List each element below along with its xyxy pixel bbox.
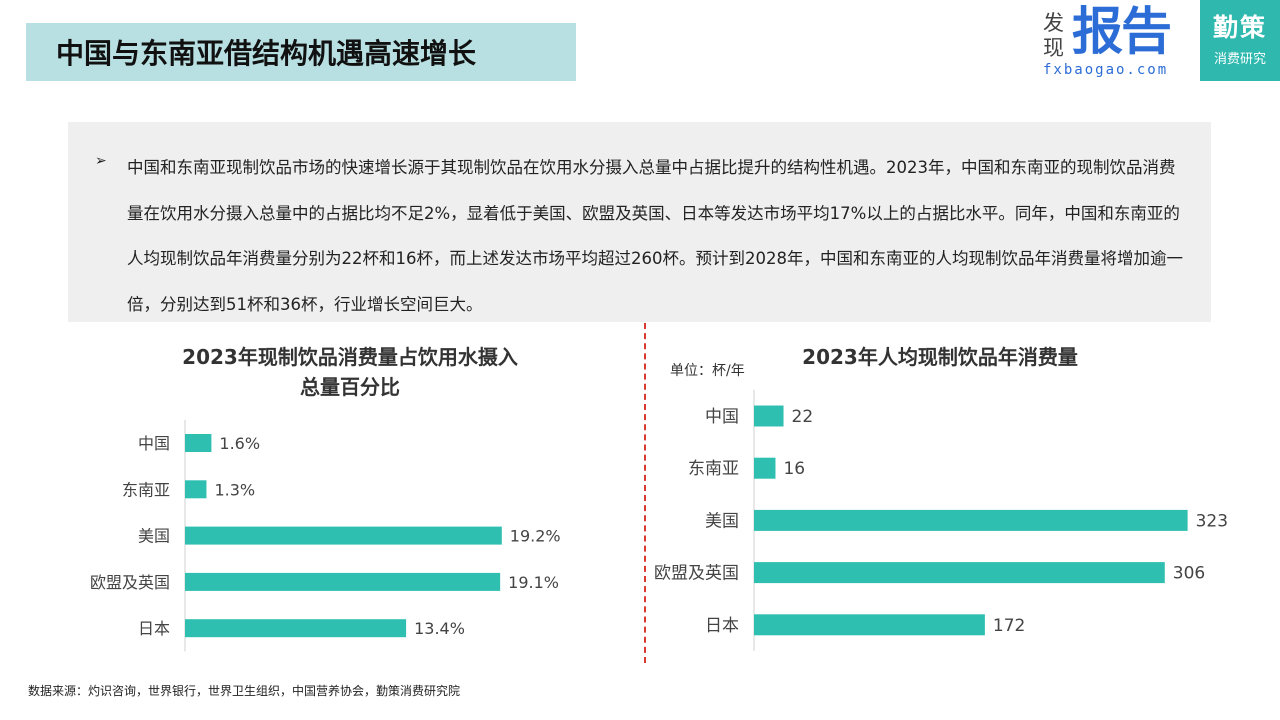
summary-box: ➢ 中国和东南亚现制饮品市场的快速增长源于其现制饮品在饮用水分摄入总量中占据比提… [68, 122, 1211, 322]
chart1-value-label: 13.4% [414, 619, 465, 638]
brand-badge: 勤策 消费研究 [1200, 0, 1280, 81]
logo-small-top: 发 [1043, 11, 1064, 35]
chart1-value-label: 19.2% [510, 527, 561, 546]
chart1-title: 2023年现制饮品消费量占饮用水摄入 总量百分比 [150, 342, 550, 402]
chart1-value-label: 1.6% [219, 434, 260, 453]
chart1-category-label: 欧盟及英国 [90, 573, 170, 592]
summary-text: 中国和东南亚现制饮品市场的快速增长源于其现制饮品在饮用水分摄入总量中占据比提升的… [127, 158, 1183, 314]
fxbaogao-logo[interactable]: 发 现 报告 fxbaogao.com [1040, 4, 1200, 80]
data-source-note: 数据来源：灼识咨询，世界银行，世界卫生组织，中国营养协会，勤策消费研究院 [28, 684, 461, 698]
chart1-bar [185, 434, 212, 452]
brand-main: 勤策 [1212, 13, 1267, 42]
chart2-bar [754, 405, 784, 427]
page-title: 中国与东南亚借结构机遇高速增长 [56, 37, 477, 70]
chart2-category-label: 欧盟及英国 [654, 564, 739, 584]
chart1-category-label: 美国 [138, 527, 170, 546]
chart2-value-label: 323 [1196, 511, 1228, 531]
chart1-category-label: 中国 [138, 434, 170, 453]
chart2-category-label: 日本 [705, 616, 739, 636]
chart1-value-label: 1.3% [214, 480, 255, 499]
chart2-unit-label: 单位：杯/年 [670, 363, 745, 379]
chart1-category-label: 东南亚 [122, 480, 170, 499]
chart2-category-label: 美国 [705, 511, 739, 531]
chart2-value-label: 22 [792, 407, 814, 427]
logo-big-text: 报告 [1072, 3, 1172, 62]
chart2-value-label: 172 [993, 616, 1025, 636]
chart1-bar [185, 619, 407, 638]
chart1-title-line1: 2023年现制饮品消费量占饮用水摄入 [182, 345, 518, 369]
logo-url: fxbaogao.com [1043, 62, 1169, 78]
chart2-category-label: 东南亚 [688, 459, 739, 479]
chart1-bar [185, 572, 501, 591]
page-title-bar: 中国与东南亚借结构机遇高速增长 [26, 23, 576, 81]
chart-divider [644, 323, 646, 663]
chart2-bar [754, 509, 1188, 531]
chart1-bar [185, 480, 207, 499]
brand-sub: 消费研究 [1213, 52, 1266, 67]
chart2-bar [754, 457, 776, 479]
chart1-bar [185, 526, 502, 545]
chart2-bar [754, 562, 1165, 584]
chart1-title-line2: 总量百分比 [300, 375, 400, 399]
chart2-value-label: 306 [1173, 564, 1205, 584]
chart2-category-label: 中国 [705, 407, 739, 427]
chart2-title: 2023年人均现制饮品年消费量 [802, 345, 1078, 369]
chart2-bar [754, 614, 985, 636]
bullet-arrow-icon: ➢ [95, 153, 107, 169]
logo-small-bottom: 现 [1043, 36, 1064, 60]
chart1-value-label: 19.1% [508, 573, 559, 592]
chart1-category-label: 日本 [138, 619, 170, 638]
chart2-value-label: 16 [783, 459, 805, 479]
